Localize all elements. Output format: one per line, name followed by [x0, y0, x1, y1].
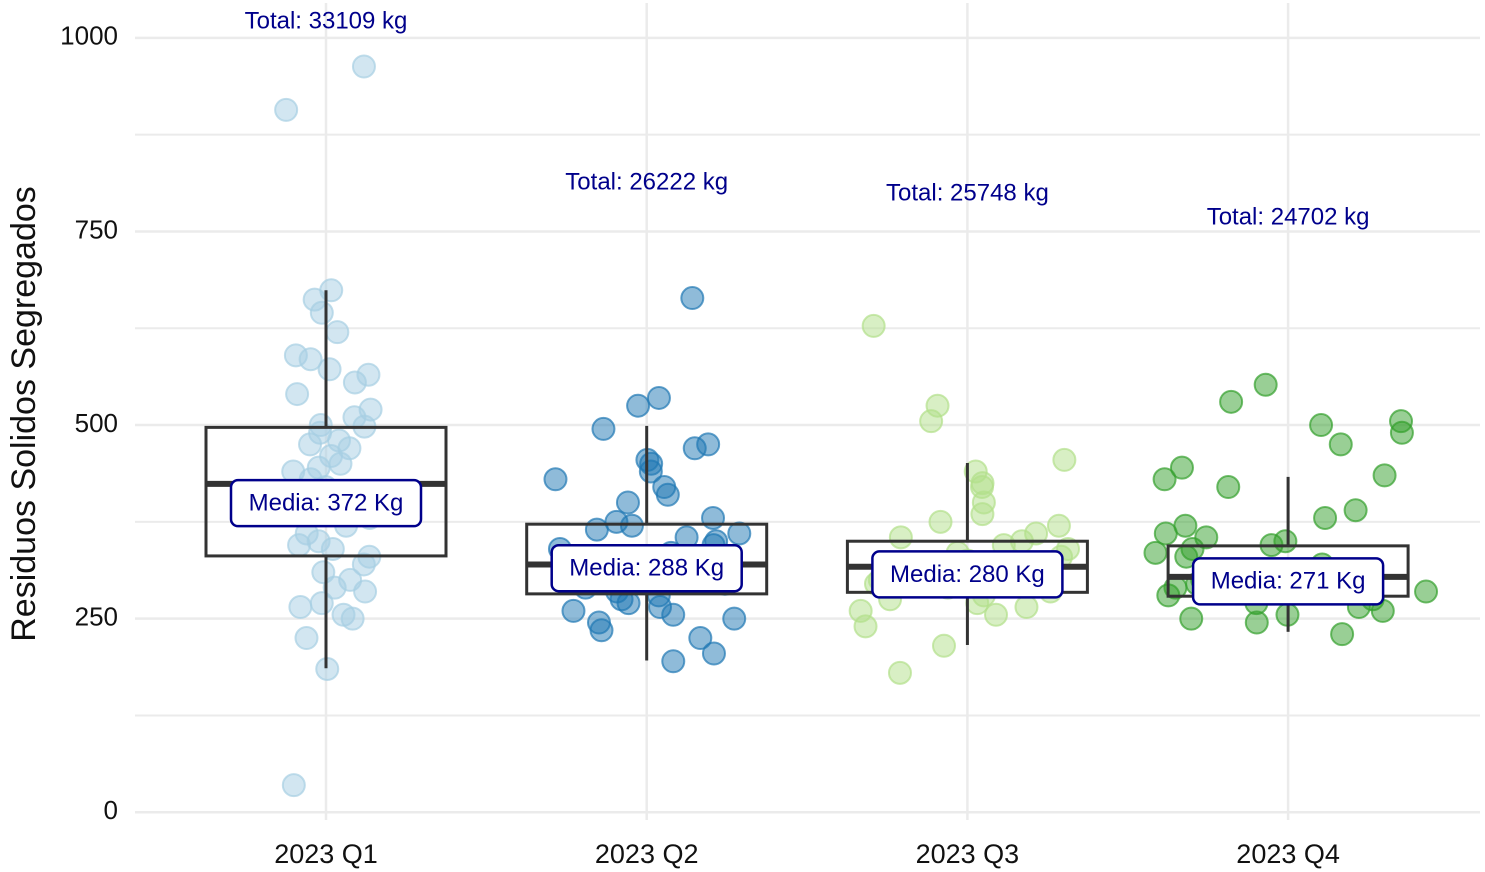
data-point: [646, 385, 671, 410]
x-tick-label: 2023 Q1: [274, 839, 378, 869]
data-point: [655, 482, 680, 507]
data-point: [701, 641, 726, 666]
data-point: [543, 467, 568, 492]
data-point: [970, 502, 995, 527]
data-point: [328, 451, 353, 476]
data-point: [1244, 610, 1269, 635]
mean-label: Media: 288 Kg: [569, 555, 724, 582]
data-point: [340, 606, 365, 631]
data-point: [1169, 455, 1194, 480]
data-point: [1328, 432, 1353, 457]
data-point: [1052, 447, 1077, 472]
data-point: [589, 618, 614, 643]
data-point: [353, 579, 378, 604]
data-point: [561, 598, 586, 623]
data-point: [661, 649, 686, 674]
x-tick-label: 2023 Q2: [595, 839, 699, 869]
y-tick-label: 0: [104, 795, 118, 825]
data-point: [351, 54, 376, 79]
data-point: [682, 436, 707, 461]
data-point: [325, 320, 350, 345]
data-point: [1372, 463, 1397, 488]
data-point: [626, 393, 651, 418]
data-point: [1153, 521, 1178, 546]
data-point: [861, 313, 886, 338]
mean-label: Media: 280 Kg: [890, 561, 1045, 588]
mean-label-box: [1191, 557, 1385, 606]
data-point: [680, 286, 705, 311]
data-point: [722, 606, 747, 631]
data-point: [931, 633, 956, 658]
y-tick-label: 750: [75, 214, 118, 244]
y-tick-label: 1000: [60, 21, 118, 51]
data-point: [288, 595, 313, 620]
y-tick-label: 250: [75, 602, 118, 632]
data-point: [1330, 622, 1355, 647]
data-point: [1313, 505, 1338, 530]
data-point: [1343, 498, 1368, 523]
data-point: [298, 432, 323, 457]
data-point: [584, 517, 609, 542]
data-point: [1253, 372, 1278, 397]
data-point: [701, 505, 726, 530]
data-point: [591, 416, 616, 441]
data-point: [1046, 513, 1071, 538]
total-label: Total: 25748 kg: [886, 179, 1049, 206]
data-point: [298, 347, 323, 372]
data-point: [928, 509, 953, 534]
data-point: [888, 525, 913, 550]
data-point: [317, 357, 342, 382]
data-point: [1014, 595, 1039, 620]
data-point: [309, 591, 334, 616]
data-point: [1414, 579, 1439, 604]
data-point: [287, 533, 312, 558]
mean-label-box: [871, 550, 1064, 599]
data-point: [1143, 540, 1168, 565]
data-point: [1152, 467, 1177, 492]
total-label: Total: 33109 kg: [245, 7, 408, 34]
data-point: [1389, 420, 1414, 445]
mean-label: Media: 271 Kg: [1211, 568, 1366, 595]
data-point: [615, 490, 640, 515]
data-point: [984, 602, 1009, 627]
box: [204, 425, 448, 558]
data-point: [727, 521, 752, 546]
data-point: [294, 626, 319, 651]
data-point: [322, 575, 347, 600]
y-tick-label: 500: [75, 408, 118, 438]
data-point: [616, 591, 641, 616]
data-point: [661, 602, 686, 627]
data-point: [309, 300, 334, 325]
data-point: [342, 370, 367, 395]
data-point: [887, 660, 912, 685]
data-point: [853, 614, 878, 639]
x-tick-label: 2023 Q4: [1236, 839, 1340, 869]
box: [525, 522, 769, 596]
data-point: [285, 382, 310, 407]
data-point: [274, 97, 299, 122]
data-point: [688, 626, 713, 651]
data-point: [919, 409, 944, 434]
data-point: [1309, 413, 1334, 438]
data-point: [1219, 389, 1244, 414]
mean-label-box: [229, 478, 423, 528]
data-point: [281, 773, 306, 798]
mean-label-box: [550, 543, 743, 593]
y-axis-label: Residuos Solidos Segregados: [5, 186, 43, 642]
data-point: [619, 513, 644, 538]
x-tick-label: 2023 Q3: [916, 839, 1020, 869]
data-point: [351, 552, 376, 577]
mean-label: Media: 372 Kg: [249, 490, 404, 517]
data-point: [1216, 475, 1241, 500]
data-point: [1179, 606, 1204, 631]
total-label: Total: 24702 kg: [1207, 203, 1370, 230]
total-label: Total: 26222 kg: [565, 168, 728, 195]
